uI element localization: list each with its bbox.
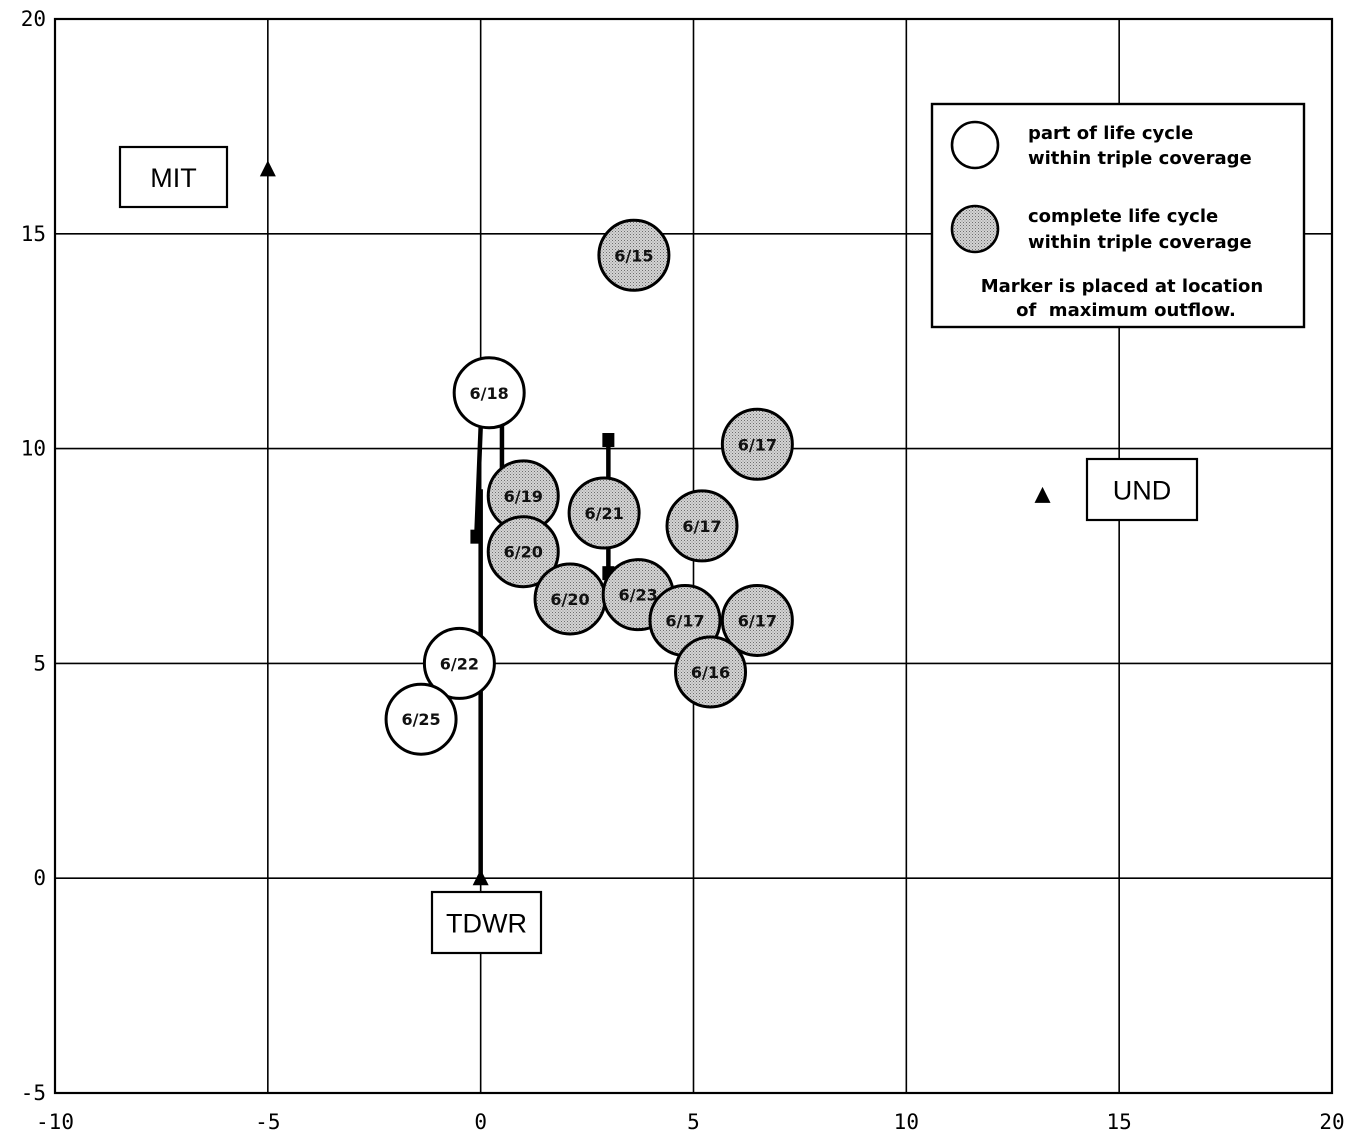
filled-circle-marker <box>720 407 794 481</box>
y-tick-label: 20 <box>21 7 46 31</box>
y-tick-label: -5 <box>21 1081 46 1105</box>
x-tick-label: 0 <box>474 1110 487 1134</box>
y-tick-label: 0 <box>33 866 46 890</box>
complete-cycle-cell: 6/21 <box>567 476 641 550</box>
legend-filled-circle-marker <box>950 204 1000 254</box>
partial-cycle-cell: 6/22 <box>422 626 496 700</box>
cell-date-label: 6/19 <box>504 487 543 506</box>
complete-cycle-cell: 6/16 <box>674 635 748 709</box>
station-box-frame <box>1085 457 1199 522</box>
station-tdwr-label: TDWR <box>446 909 527 939</box>
station-und-box: UND <box>1085 457 1199 522</box>
plot-frame <box>53 17 1334 1095</box>
x-tick-label: 5 <box>687 1110 700 1134</box>
partial-cycle-cell: 6/25 <box>384 682 458 756</box>
y-tick-label: 15 <box>21 222 46 246</box>
legend-open-circle-line-2: within triple coverage <box>1028 148 1252 169</box>
station-und-triangle-icon <box>1034 486 1051 503</box>
filled-circle-marker <box>486 515 560 589</box>
complete-cycle-cell: 6/20 <box>486 515 560 589</box>
y-tick-label: 5 <box>33 651 46 675</box>
x-tick-label: 10 <box>894 1110 919 1134</box>
cell-date-label: 6/20 <box>550 590 589 609</box>
cell-date-label: 6/15 <box>614 246 653 265</box>
y-tick-label: 10 <box>21 437 46 461</box>
partial-cycle-cell: 6/18 <box>452 356 526 430</box>
track-line <box>474 424 484 537</box>
cell-date-label: 6/18 <box>470 384 509 403</box>
complete-cycle-cell: 6/17 <box>720 407 794 481</box>
filled-circle-marker <box>597 218 671 292</box>
x-tick-label: -10 <box>36 1110 74 1134</box>
legend: part of life cycle within triple coverag… <box>930 102 1306 329</box>
station-tdwr-box: TDWR <box>430 890 543 955</box>
cell-date-label: 6/25 <box>401 710 440 729</box>
legend-filled-circle-line-1: complete life cycle <box>1028 206 1218 227</box>
track-end-marker <box>602 433 615 448</box>
cell-date-label: 6/22 <box>440 654 479 673</box>
complete-cycle-cell: 6/20 <box>533 562 607 636</box>
open-circle-marker <box>452 356 526 430</box>
legend-open-circle-line-1: part of life cycle <box>1028 123 1193 144</box>
filled-circle-marker <box>720 583 794 657</box>
filled-circle-marker <box>567 476 641 550</box>
open-circle-marker <box>384 682 458 756</box>
cell-date-label: 6/20 <box>504 543 543 562</box>
filled-circle-marker <box>674 635 748 709</box>
x-tick-label: 20 <box>1319 1110 1344 1134</box>
cell-date-label: 6/23 <box>619 586 658 605</box>
cell-markers: 6/18 6/22 6/25 6/15 6/17 6/19 6/21 6/17 6/20 6/20… <box>384 218 794 756</box>
radar-stations: MIT TDWR UND <box>118 145 1199 955</box>
station-box-frame <box>430 890 543 955</box>
filled-circle-marker <box>665 489 739 563</box>
station-mit-label: MIT <box>150 163 197 193</box>
legend-note-line-1: Marker is placed at location <box>981 276 1263 297</box>
cell-date-label: 6/17 <box>738 611 777 630</box>
complete-cycle-cell: 6/17 <box>720 583 794 657</box>
cell-date-label: 6/17 <box>682 517 721 536</box>
legend-note-line-2: of maximum outflow. <box>1016 300 1236 321</box>
cell-date-label: 6/16 <box>691 663 730 682</box>
cell-date-label: 6/17 <box>665 611 704 630</box>
complete-cycle-cell: 6/17 <box>665 489 739 563</box>
station-tdwr-triangle-icon <box>472 869 489 886</box>
cell-date-label: 6/17 <box>738 435 777 454</box>
x-tick-label: 15 <box>1107 1110 1132 1134</box>
complete-cycle-cell: 6/19 <box>486 459 560 533</box>
station-box-frame <box>118 145 229 209</box>
complete-cycle-cell: 6/15 <box>597 218 671 292</box>
x-tick-label: -5 <box>255 1110 280 1134</box>
legend-open-circle-marker <box>950 120 1000 170</box>
legend-filled-circle-line-2: within triple coverage <box>1028 232 1252 253</box>
open-circle-marker <box>422 626 496 700</box>
cell-date-label: 6/21 <box>584 504 623 523</box>
axis-ticks: -10 -5 0 5 10 15 20 -5 0 5 10 15 20 <box>21 7 1345 1134</box>
station-mit-triangle-icon <box>259 160 276 177</box>
station-und-label: UND <box>1113 476 1172 506</box>
station-mit-box: MIT <box>118 145 229 209</box>
